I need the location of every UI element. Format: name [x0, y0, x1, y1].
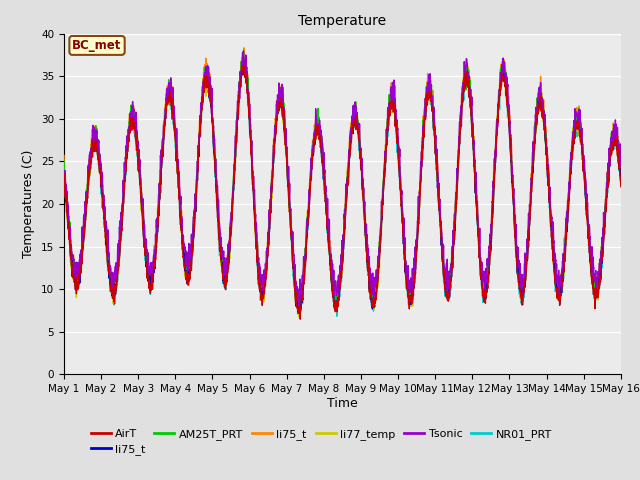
Y-axis label: Temperatures (C): Temperatures (C)	[22, 150, 35, 258]
X-axis label: Time: Time	[327, 397, 358, 410]
Legend: AirT, li75_t, AM25T_PRT, li75_t, li77_temp, Tsonic, NR01_PRT: AirT, li75_t, AM25T_PRT, li75_t, li77_te…	[86, 424, 557, 460]
Text: BC_met: BC_met	[72, 39, 122, 52]
Title: Temperature: Temperature	[298, 14, 387, 28]
